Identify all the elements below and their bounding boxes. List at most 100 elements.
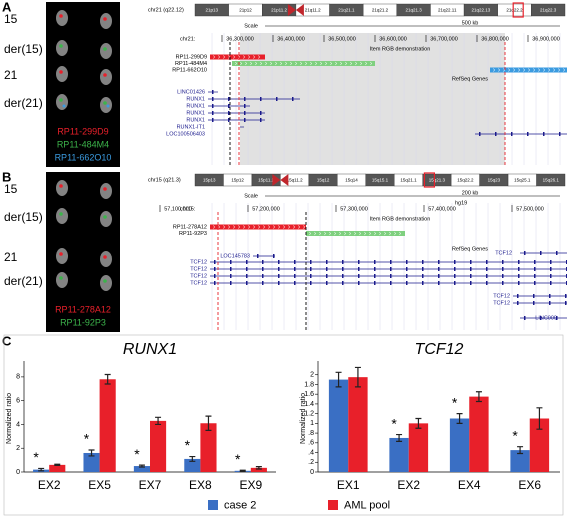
clone-chevron [274, 61, 278, 66]
error-bar [155, 416, 162, 426]
exon [244, 97, 246, 101]
clone-chevron [333, 231, 337, 236]
clone-chevron [323, 231, 327, 236]
clone-chevron [297, 225, 301, 229]
exon [228, 111, 230, 115]
exon [278, 267, 280, 271]
scale-label: Scale [244, 193, 258, 199]
assembly: hg19 [455, 200, 467, 206]
fish-signal [103, 215, 107, 219]
coordinate: 36,500,000 [328, 36, 356, 42]
clone-chevron [217, 55, 221, 59]
ideogram-label: 15p11.2 [258, 178, 274, 183]
chromosome-label: 15 [4, 12, 18, 26]
fish-signal [59, 276, 63, 280]
exon [390, 260, 392, 264]
gene-label: TCF12 [493, 293, 510, 299]
x-tick-label: EX9 [239, 478, 262, 492]
ideogram-label: 15q25.1 [514, 178, 531, 183]
ideogram-label: 15q21.1 [400, 178, 417, 183]
clone-chevron [244, 61, 248, 66]
exon [518, 267, 520, 271]
chromosome-label: der(21) [4, 96, 43, 110]
exon [565, 294, 567, 298]
clone-chevron [239, 61, 243, 66]
clone-chevron [314, 61, 318, 66]
chromosome-blob [100, 69, 112, 85]
clone-chevron [249, 61, 253, 66]
exon [559, 132, 561, 136]
exon [230, 260, 232, 264]
clone-bar [232, 61, 375, 66]
clone-chevron [242, 225, 246, 229]
exon [374, 267, 376, 271]
gene-label: TCF12 [190, 273, 207, 279]
exon [228, 104, 230, 108]
clone-chevron [257, 225, 261, 229]
gene-label: TCF12 [190, 266, 207, 272]
chromosome-blob [100, 13, 112, 29]
fish-signal [59, 184, 63, 188]
exon [517, 294, 519, 298]
chart-title: RUNX1 [123, 341, 177, 358]
clone-bar [306, 231, 405, 236]
x-tick-label: EX7 [139, 478, 162, 492]
clone-chevron [292, 225, 296, 229]
error-bar [255, 466, 262, 470]
exon [244, 118, 246, 122]
bar [408, 423, 429, 472]
error-bar [456, 413, 463, 424]
clone-chevron [267, 225, 271, 229]
clone-chevron [237, 225, 241, 229]
exon [486, 281, 488, 285]
error-bar [517, 446, 524, 455]
clone-label: RP11-278A12 [173, 224, 207, 230]
exon [406, 267, 408, 271]
error-bar [239, 469, 246, 473]
ideogram-label: 15q23 [488, 178, 501, 183]
ideogram-label: 15p13 [203, 178, 216, 183]
clone-chevron [353, 231, 357, 236]
x-tick-label: EX4 [458, 478, 481, 492]
exon [294, 281, 296, 285]
clone-chevron [527, 68, 531, 72]
coordinate: 36,700,000 [430, 36, 458, 42]
bar [250, 467, 267, 472]
x-tick-label: EX2 [38, 478, 61, 492]
clone-chevron [247, 225, 251, 229]
clone-chevron [294, 61, 298, 66]
exon [260, 111, 262, 115]
exon [358, 260, 360, 264]
exon [518, 260, 520, 264]
error-bar [354, 366, 361, 388]
clone-chevron [222, 55, 226, 59]
clone-chevron [388, 231, 392, 236]
exon [246, 274, 248, 278]
exon [438, 274, 440, 278]
clone-bar [210, 54, 265, 60]
exon [454, 274, 456, 278]
ideogram-band [531, 3, 566, 17]
y-tick-label: 0 [16, 469, 20, 476]
exon [502, 267, 504, 271]
y-tick-label: 1.8 [304, 381, 314, 388]
exon [214, 281, 216, 285]
fish-signal [103, 187, 107, 191]
y-tick-label: 6 [16, 398, 20, 405]
bar [510, 450, 530, 472]
fish-signal [59, 14, 63, 18]
ideogram-label: 21q21.2 [372, 8, 389, 13]
exon [342, 267, 344, 271]
legend-swatch [328, 500, 338, 510]
exon [550, 281, 552, 285]
ideogram-label: 15p12 [231, 178, 244, 183]
legend-label: AML pool [344, 499, 390, 511]
chart-frame [3, 334, 564, 516]
clone-chevron [242, 55, 246, 59]
exon [533, 301, 535, 305]
exon [543, 132, 545, 136]
exon [502, 260, 504, 264]
fish-signal [62, 104, 66, 108]
